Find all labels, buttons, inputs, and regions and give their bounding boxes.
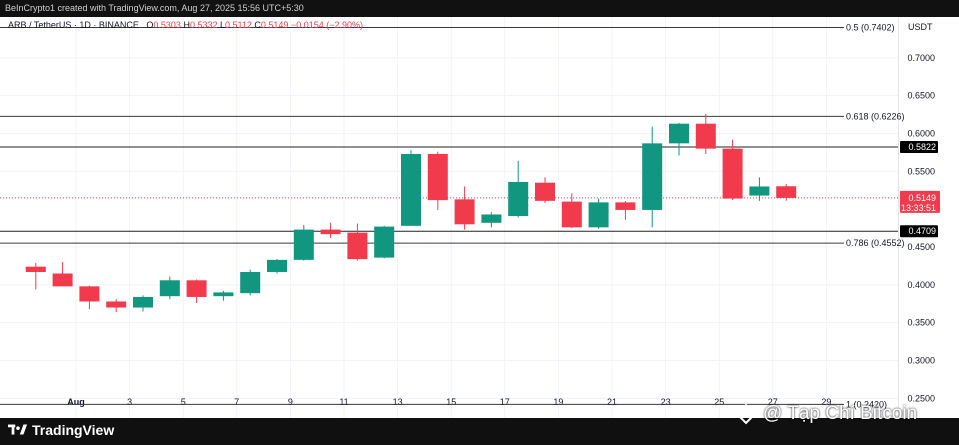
candle-body-up	[240, 271, 261, 294]
price-axis[interactable]	[898, 17, 959, 418]
low-label: L	[220, 20, 226, 30]
symbol-label: ARB / TetherUS · 1D · BINANCE	[8, 20, 139, 30]
low-value: 0.5112	[225, 20, 252, 30]
x-tick-label: 7	[234, 397, 239, 407]
candle-body-down	[25, 266, 46, 272]
x-tick-label: 25	[714, 397, 724, 407]
price-level-tag-text: 0.4709	[908, 226, 936, 236]
x-tick-label: 29	[821, 397, 831, 407]
y-tick-label: 0.3500	[907, 318, 935, 328]
candle-body-up	[481, 214, 502, 223]
candle-body-down	[52, 273, 73, 287]
candle-body-down	[722, 148, 743, 199]
x-tick-label: 11	[339, 397, 348, 407]
candle-body-down	[454, 199, 475, 225]
candle-body-up	[133, 296, 153, 308]
candle-body-up	[588, 202, 609, 228]
candle-body-up	[642, 143, 663, 210]
y-tick-label: 0.4500	[907, 242, 935, 252]
candle-body-down	[535, 182, 555, 201]
bitcoin-diamond-icon	[735, 403, 757, 425]
current-price-tag-text: 0.5149	[908, 193, 936, 203]
credit-text: BeInCrypto1 created with TradingView.com…	[5, 3, 304, 13]
candle-body-down	[320, 229, 341, 235]
y-tick-label: 0.6500	[907, 91, 935, 101]
fib-level-label: 0.5 (0.7402)	[846, 22, 895, 32]
candle-body-down	[427, 153, 448, 201]
tradingview-logo[interactable]: TradingView	[8, 422, 114, 438]
tradingview-icon	[8, 424, 28, 435]
x-tick-label: 21	[607, 397, 617, 407]
x-tick-label: 15	[446, 397, 456, 407]
x-tick-label: 27	[768, 397, 778, 407]
ohlc-legend: ARB / TetherUS · 1D · BINANCE O0.5303 H0…	[8, 20, 363, 30]
x-tick-label: 13	[393, 397, 403, 407]
high-value: 0.5332	[189, 20, 218, 30]
header-bar: BeInCrypto1 created with TradingView.com…	[0, 0, 959, 16]
candle-body-down	[561, 201, 582, 228]
high-label: H	[183, 20, 190, 30]
watermark: @ Tạp Chí Bitcoin	[735, 403, 917, 425]
y-tick-label: 0.7000	[907, 53, 935, 63]
footer-bar	[0, 418, 959, 445]
x-tick-label: 3	[127, 397, 132, 407]
x-tick-label: 9	[288, 397, 293, 407]
candle-body-down	[106, 301, 127, 308]
y-tick-label: 0.2500	[907, 393, 935, 403]
close-label: C	[254, 20, 261, 30]
price-level-tag	[900, 225, 938, 238]
candle-body-up	[401, 153, 421, 226]
candle-body-up	[213, 292, 234, 297]
plot-area[interactable]	[0, 17, 898, 418]
fib-level-label: 0.618 (0.6226)	[846, 111, 905, 121]
x-tick-label: 19	[553, 397, 563, 407]
x-tick-label: 5	[181, 397, 186, 407]
candle-body-up	[669, 123, 689, 144]
close-value: 0.5149	[260, 20, 289, 30]
current-price-tag	[900, 190, 940, 213]
tradingview-brand: TradingView	[32, 422, 115, 438]
price-level-tag-text: 0.5822	[908, 142, 936, 152]
candle-body-down	[186, 280, 207, 297]
currency-label: USDT	[908, 22, 933, 32]
candle-body-down	[615, 202, 636, 210]
x-tick-label: 23	[661, 397, 671, 407]
candle-body-up	[374, 226, 395, 258]
fib-level-label: 1 (0.2420)	[846, 399, 887, 409]
price-level-tag	[900, 140, 938, 153]
x-tick-label: 17	[500, 397, 510, 407]
candle-body-up	[749, 186, 770, 196]
candle-body-up	[508, 181, 529, 216]
y-tick-label: 0.3000	[907, 355, 935, 365]
y-tick-label: 0.4000	[907, 280, 935, 290]
candle-body-up	[267, 259, 287, 272]
candle-body-up	[159, 280, 180, 297]
y-tick-label: 0.5500	[907, 166, 935, 176]
countdown-text: 13:33:51	[901, 203, 936, 213]
candle-body-up	[293, 229, 314, 260]
candle-body-down	[776, 186, 797, 198]
fib-level-label: 0.786 (0.4552)	[846, 238, 905, 248]
change-value: −0.0154 (−2.90%)	[290, 20, 363, 30]
candle-body-down	[79, 286, 100, 302]
open-label: O	[146, 20, 154, 30]
x-tick-label: Aug	[67, 397, 85, 407]
watermark-text: @ Tạp Chí Bitcoin	[763, 403, 918, 424]
open-value: 0.5303	[153, 20, 181, 30]
candle-body-down	[695, 123, 716, 149]
y-tick-label: 0.6000	[907, 129, 935, 139]
candle-body-down	[347, 232, 368, 260]
